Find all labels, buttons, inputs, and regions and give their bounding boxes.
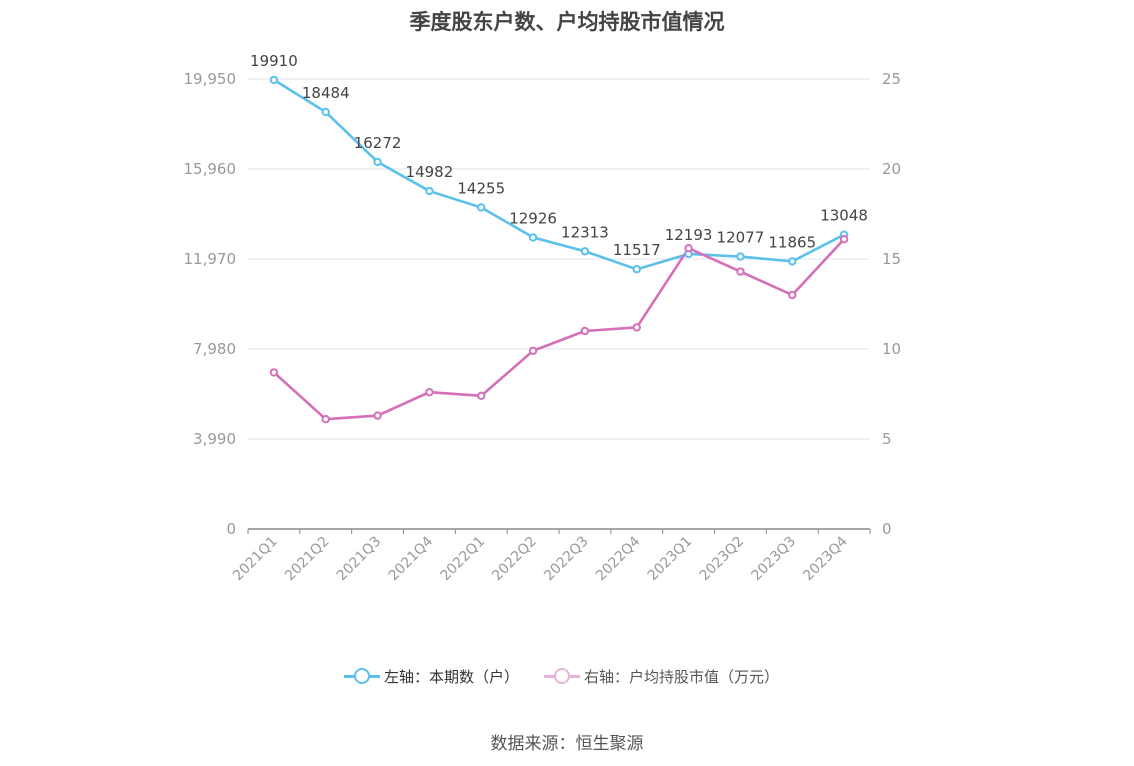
legend-item-right-axis[interactable]: 右轴：户均持股市值（万元） [544, 664, 779, 688]
data-point-right [269, 368, 279, 377]
x-axis-category-label: 2021Q3 [334, 534, 385, 585]
source-note: 数据来源：恒生聚源 [490, 734, 644, 754]
x-axis-category-label: 2022Q2 [489, 534, 540, 585]
legend: 左轴：本期数（户） 右轴：户均持股市值（万元） [0, 664, 1134, 688]
right-axis-tick-label: 5 [882, 430, 892, 448]
chart-title: 季度股东户数、户均持股市值情况 [409, 10, 725, 34]
x-axis-category-label: 2023Q1 [645, 534, 696, 585]
data-point-right [425, 388, 434, 397]
series-line-left [273, 78, 845, 271]
data-point-right [580, 326, 590, 336]
right-axis-tick-label: 20 [882, 160, 901, 178]
legend-label-right: 右轴：户均持股市值（万元） [584, 667, 780, 686]
data-point-left [580, 247, 590, 256]
data-label: 18484 [302, 84, 350, 102]
data-point-left [373, 157, 382, 167]
data-label: 12193 [665, 226, 713, 244]
data-label: 13048 [820, 207, 868, 225]
data-point-left [736, 252, 745, 261]
x-axis-category-label: 2021Q4 [386, 533, 437, 584]
data-point-right [321, 415, 330, 424]
data-label: 12313 [561, 223, 609, 241]
x-axis-category-label: 2022Q4 [593, 533, 644, 584]
legend-marker-left-icon [344, 664, 380, 688]
data-point-right [736, 267, 745, 276]
right-axis-tick-label: 15 [882, 250, 901, 268]
data-point-right [632, 323, 641, 332]
left-axis-tick-label: 11,970 [184, 250, 237, 268]
data-point-right [528, 346, 538, 355]
data-point-right [684, 244, 693, 253]
data-point-right [788, 290, 797, 300]
legend-item-left-axis[interactable]: 左轴：本期数（户） [344, 664, 519, 688]
left-axis-tick-label: 19,950 [184, 70, 237, 88]
data-label: 11865 [768, 233, 816, 251]
data-point-left [788, 257, 797, 266]
series-layer [269, 75, 849, 424]
left-axis-tick-label: 0 [226, 520, 236, 538]
left-axis-tick-label: 7,980 [193, 340, 236, 358]
x-axis-category-label: 2022Q1 [437, 534, 488, 585]
data-point-left [477, 203, 486, 212]
data-point-right [373, 411, 382, 420]
data-label: 14982 [406, 163, 454, 181]
data-point-right [839, 235, 849, 244]
series-line-right [273, 238, 846, 421]
data-point-right [477, 391, 486, 400]
legend-marker-right-icon [544, 664, 580, 688]
data-label: 11517 [613, 241, 661, 259]
legend-label-left: 左轴：本期数（户） [384, 667, 520, 686]
x-axis-category-label: 2021Q1 [230, 534, 281, 585]
right-axis-tick-label: 25 [882, 70, 901, 88]
data-label: 12926 [509, 209, 557, 227]
left-axis-tick-label: 15,960 [184, 160, 237, 178]
data-point-left [632, 265, 641, 274]
left-axis-tick-label: 3,990 [193, 430, 236, 448]
data-point-left [425, 186, 434, 196]
data-point-left [321, 107, 330, 117]
x-axis-category-label: 2023Q4 [800, 533, 851, 584]
data-label: 16272 [354, 134, 402, 152]
x-axis-category-label: 2022Q3 [541, 534, 592, 585]
x-axis-category-label: 2023Q2 [697, 534, 748, 585]
data-label: 19910 [250, 52, 298, 70]
data-label: 14255 [457, 179, 505, 197]
x-axis-category-label: 2021Q2 [282, 534, 333, 585]
right-axis-tick-label: 10 [882, 340, 901, 358]
data-label: 12077 [717, 229, 765, 247]
data-point-left [269, 75, 279, 85]
axis-layer: 0 0 3,990 5 7,980 10 11,970 15 15,960 20 19,950 25 2… [184, 70, 902, 584]
data-point-left [528, 233, 538, 242]
x-axis-category-label: 2023Q3 [748, 534, 799, 585]
right-axis-tick-label: 0 [882, 520, 892, 538]
